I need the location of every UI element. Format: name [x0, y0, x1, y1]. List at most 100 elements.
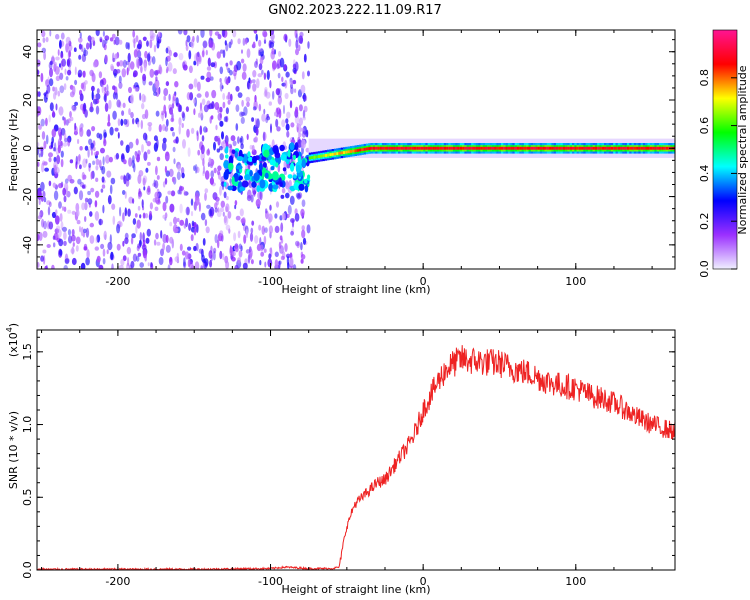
spectrogram-cell — [613, 146, 616, 150]
spectrogram-cell — [41, 30, 46, 38]
spectrogram-cell — [247, 151, 251, 158]
spectrogram-cell — [133, 38, 136, 49]
spectrogram-cell — [489, 146, 493, 150]
spectrogram-cell — [92, 61, 98, 68]
spectrogram-cell — [233, 72, 237, 80]
spectrogram-cell — [53, 156, 57, 163]
spectrogram-cell — [206, 71, 212, 79]
spectrogram-cell — [301, 71, 305, 80]
spectrogram-cell — [74, 79, 78, 86]
spectrogram-cell — [615, 146, 618, 150]
spectrogram-cell — [169, 256, 173, 266]
spectrogram-cell — [100, 188, 104, 193]
spectrogram-cell — [245, 228, 249, 239]
spectrogram-cell — [300, 127, 305, 132]
spectrogram-cell — [202, 258, 207, 264]
spectrogram-cell — [83, 47, 86, 57]
spectrogram-cell — [258, 224, 262, 231]
spectrogram-cell — [126, 262, 130, 269]
spectrogram-cell — [143, 186, 146, 191]
spectrogram-cell — [287, 149, 291, 158]
spectrogram-cell — [379, 146, 383, 150]
spectrogram-cell — [112, 215, 116, 225]
spectrogram-cell — [99, 166, 104, 171]
spectrogram-cell — [305, 147, 310, 153]
spectrogram-cell — [196, 224, 199, 233]
spectrogram-cell — [263, 248, 267, 253]
spectrogram-cell — [333, 152, 337, 156]
spectrogram-cell — [654, 146, 657, 150]
spectrogram-cell — [181, 250, 186, 256]
spectrogram-cell — [49, 30, 52, 37]
spectrogram-cell — [281, 76, 284, 83]
spectrogram-cell — [173, 52, 178, 58]
spectrogram-cell — [204, 91, 209, 98]
spectrogram-cell — [104, 86, 107, 93]
spectrogram-cell — [214, 234, 218, 244]
spectrogram-cell — [94, 246, 100, 251]
spectrogram-cell — [147, 122, 153, 127]
spectrogram-cell — [178, 117, 182, 126]
spectrogram-cell — [510, 146, 513, 150]
spectrogram-cell — [199, 108, 204, 118]
spectrogram-cell — [40, 72, 44, 83]
spectrogram-cell — [221, 85, 224, 90]
spectrogram-cell — [215, 124, 218, 131]
spectrogram-cell — [252, 155, 257, 164]
spectrogram-cell — [162, 201, 167, 212]
spectrogram-cell — [400, 146, 403, 150]
spectrogram-cell — [101, 184, 106, 189]
spectrogram-cell — [514, 146, 518, 150]
spectrogram-cell — [418, 146, 422, 150]
spectrogram-cell — [285, 192, 290, 199]
spectrogram-cell — [89, 211, 93, 217]
spectrogram-cell — [574, 146, 577, 150]
spectrogram-cell — [232, 30, 237, 38]
spectrogram-cell — [68, 50, 72, 58]
spectrogram-cell — [253, 172, 260, 182]
spectrogram-cell — [303, 94, 308, 102]
spectrogram-cell — [122, 240, 125, 247]
spectrogram-cell — [216, 200, 219, 206]
spectrogram-cell — [292, 63, 297, 70]
spectrogram-cell — [388, 146, 392, 150]
spectrogram-cell — [162, 181, 166, 188]
spectrogram-cell — [261, 225, 266, 235]
spectrogram-cell — [197, 51, 200, 58]
spectrogram-cell — [133, 70, 138, 77]
spectrogram-cell — [155, 69, 160, 74]
spectrogram-cell — [214, 31, 220, 36]
spectrogram-cell — [179, 219, 185, 226]
spectrogram-cell — [77, 155, 81, 165]
spectrogram-cell — [104, 102, 109, 113]
spectrogram-cell — [119, 60, 124, 67]
spectrogram-cell — [216, 135, 220, 141]
spectrogram-cell — [37, 59, 41, 67]
spectrogram-cell — [240, 58, 245, 64]
spectrogram-cell — [139, 214, 142, 219]
spectrogram-cell — [273, 147, 279, 156]
spectrogram-cell — [189, 261, 194, 269]
spectrogram-cell — [209, 30, 213, 37]
x-tick-label: 100 — [565, 275, 586, 288]
spectrogram-cell — [189, 92, 194, 101]
spectrogram-cell — [179, 203, 183, 214]
spectrogram-cell — [50, 141, 54, 149]
spectrogram-frame — [36, 29, 676, 270]
spectrogram-cell — [197, 55, 202, 63]
spectrogram-cell — [127, 208, 131, 217]
spectrogram-cell — [77, 178, 82, 185]
spectrogram-cell — [73, 186, 78, 195]
spectrogram-cell — [301, 158, 306, 168]
spectrogram-cell — [241, 71, 247, 81]
spectrogram-cell — [294, 213, 300, 222]
spectrogram-cell — [246, 133, 249, 140]
spectrogram-cell — [162, 124, 166, 132]
spectrogram-cell — [289, 162, 295, 172]
spectrogram-cell — [528, 146, 531, 150]
spectrogram-cell — [126, 67, 129, 76]
spectrogram-cell — [172, 68, 177, 75]
spectrogram-cell — [147, 185, 151, 193]
spectrogram-cell — [177, 30, 183, 35]
spectrogram-cell — [517, 146, 520, 150]
